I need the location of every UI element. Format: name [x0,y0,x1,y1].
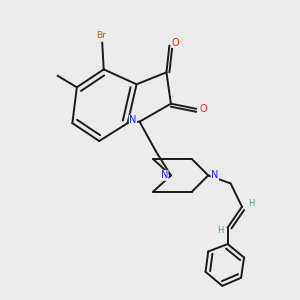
Text: O: O [200,104,208,114]
Text: N: N [129,116,137,125]
Text: N: N [211,170,218,180]
Text: Br: Br [96,32,106,40]
Text: H: H [248,199,255,208]
Text: H: H [217,226,224,235]
Text: O: O [172,38,179,47]
Text: N: N [160,170,168,180]
